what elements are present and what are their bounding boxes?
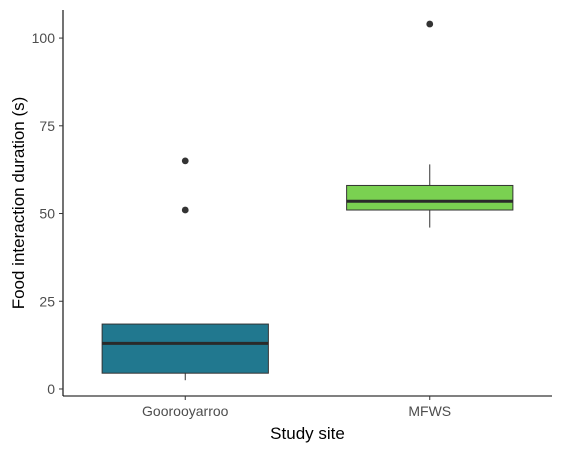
box-group [101,157,269,381]
box-iqr [346,184,514,211]
y-tick-label: 0 [47,381,55,397]
x-tick-label: Goorooyarroo [142,403,229,419]
y-tick-label: 75 [39,118,55,134]
y-tick-label: 50 [39,206,55,222]
outlier-point [181,206,189,214]
box-group [346,20,514,228]
outlier-point [426,20,434,28]
y-axis-ticks: 0 25 50 75 100 [32,30,63,397]
y-axis-title: Food interaction duration (s) [9,97,28,310]
outlier-point [181,157,189,165]
plot-area [101,20,514,381]
x-axis-title: Study site [270,424,345,443]
axes [62,10,552,397]
box-iqr [101,323,269,374]
y-tick-label: 100 [32,30,56,46]
x-axis-ticks: Goorooyarroo MFWS [142,396,451,419]
y-tick-label: 25 [39,293,55,309]
x-tick-label: MFWS [408,403,451,419]
